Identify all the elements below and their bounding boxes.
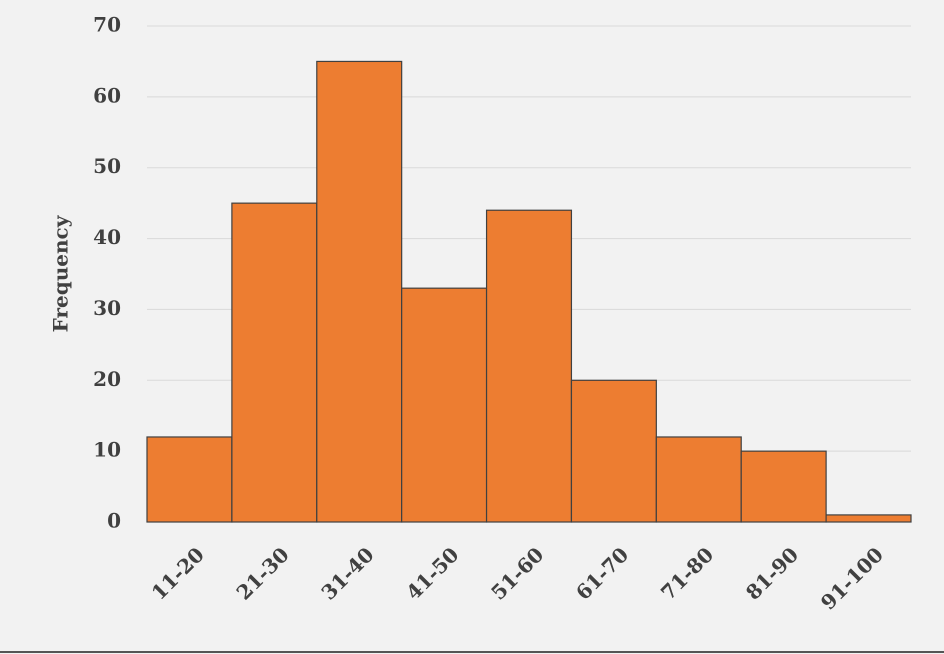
y-tick-label: 0	[107, 509, 121, 533]
bar	[401, 287, 488, 523]
y-tick-label: 40	[93, 225, 121, 249]
bar	[316, 60, 403, 523]
bar	[146, 436, 233, 523]
y-tick-label: 50	[93, 154, 121, 178]
bar	[570, 379, 657, 523]
bar	[485, 209, 573, 523]
y-tick-label: 70	[93, 13, 121, 37]
y-axis-label: Frequency	[49, 214, 73, 332]
bar	[825, 514, 912, 523]
bar	[231, 202, 318, 523]
bar	[740, 450, 827, 523]
y-tick-label: 30	[93, 296, 121, 320]
bar	[655, 436, 742, 523]
y-tick-label: 10	[93, 438, 121, 462]
y-tick-label: 20	[93, 367, 121, 391]
y-tick-label: 60	[93, 83, 121, 107]
